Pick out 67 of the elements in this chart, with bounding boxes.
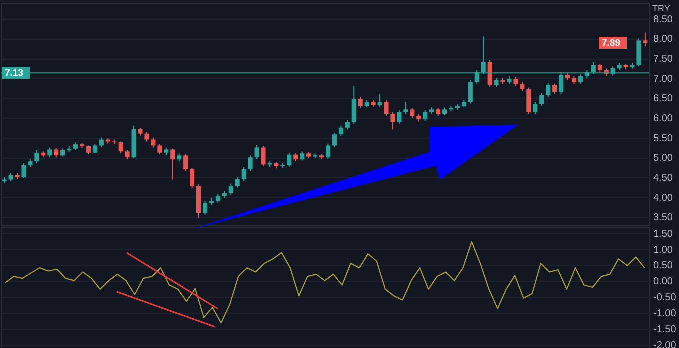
y-axis-title: TRY <box>652 4 670 14</box>
candlestick <box>390 112 396 130</box>
candlestick <box>546 82 551 98</box>
y-tick-label: 5.00 <box>654 153 674 164</box>
candlestick <box>378 94 382 108</box>
y-tick-label: 5.50 <box>654 133 674 144</box>
candlestick <box>254 144 260 160</box>
y-tick-label: 8.00 <box>654 34 674 46</box>
candlestick <box>488 60 492 88</box>
line-series <box>4 241 646 324</box>
y-tick-label: 1.00 <box>654 244 674 256</box>
candlestick <box>242 167 246 182</box>
y-tick-label: 6.00 <box>654 113 674 124</box>
candlestick <box>248 155 253 172</box>
candlestick <box>345 120 350 130</box>
candlestick <box>526 87 532 114</box>
annotation: 7.89 <box>602 38 620 50</box>
candlestick <box>552 83 558 95</box>
candlestick <box>235 176 240 188</box>
y-tick-label: 4.00 <box>654 192 674 204</box>
candlestick <box>397 110 402 124</box>
candlestick <box>533 102 538 114</box>
ref-line-label: 7.13 <box>5 68 24 80</box>
y-tick-label: 6.50 <box>654 94 674 105</box>
candlestick <box>22 163 26 179</box>
candlestick <box>540 92 544 107</box>
y-tick-label: 1.50 <box>654 228 674 240</box>
candlestick <box>352 86 356 124</box>
y-tick-label: -1.50 <box>654 324 677 336</box>
y-tick-label: -1.00 <box>654 308 677 320</box>
y-tick-label: 0.00 <box>654 276 674 288</box>
candlestick <box>190 167 195 190</box>
candlestick <box>468 80 473 104</box>
candlestick <box>125 150 130 160</box>
y-tick-label: 7.50 <box>654 54 674 65</box>
candlestick <box>358 96 363 109</box>
candlestick <box>261 146 266 167</box>
candlestick <box>338 125 344 137</box>
candlestick <box>151 137 156 148</box>
candlestick <box>326 143 330 160</box>
candlestick <box>300 151 305 162</box>
candlestick <box>404 102 408 114</box>
candlestick <box>34 150 40 164</box>
candlestick <box>423 110 428 122</box>
y-tick-label: 3.50 <box>654 212 674 224</box>
candlestick <box>48 147 52 158</box>
candlestick <box>118 141 124 154</box>
candlestick <box>202 200 208 216</box>
y-tick-label: 4.50 <box>654 172 674 184</box>
candlestick <box>99 137 104 148</box>
candlestick <box>184 154 188 172</box>
y-tick-label: 8.50 <box>654 14 674 26</box>
candlestick <box>287 152 292 168</box>
candlestick <box>158 144 162 155</box>
candlestick <box>170 148 176 180</box>
y-tick-label: -0.50 <box>654 292 677 304</box>
y-tick-label: -2.00 <box>654 340 677 348</box>
candlestick <box>643 32 648 48</box>
candlestick <box>228 183 234 196</box>
candlestick <box>384 100 389 116</box>
candlestick <box>92 144 98 154</box>
candlestick <box>54 148 59 158</box>
candlestick <box>410 108 415 118</box>
candlestick <box>144 132 150 142</box>
y-tick-label: 0.50 <box>654 260 674 272</box>
y-tick-label: 7.00 <box>654 74 674 85</box>
candlestick <box>332 132 337 148</box>
